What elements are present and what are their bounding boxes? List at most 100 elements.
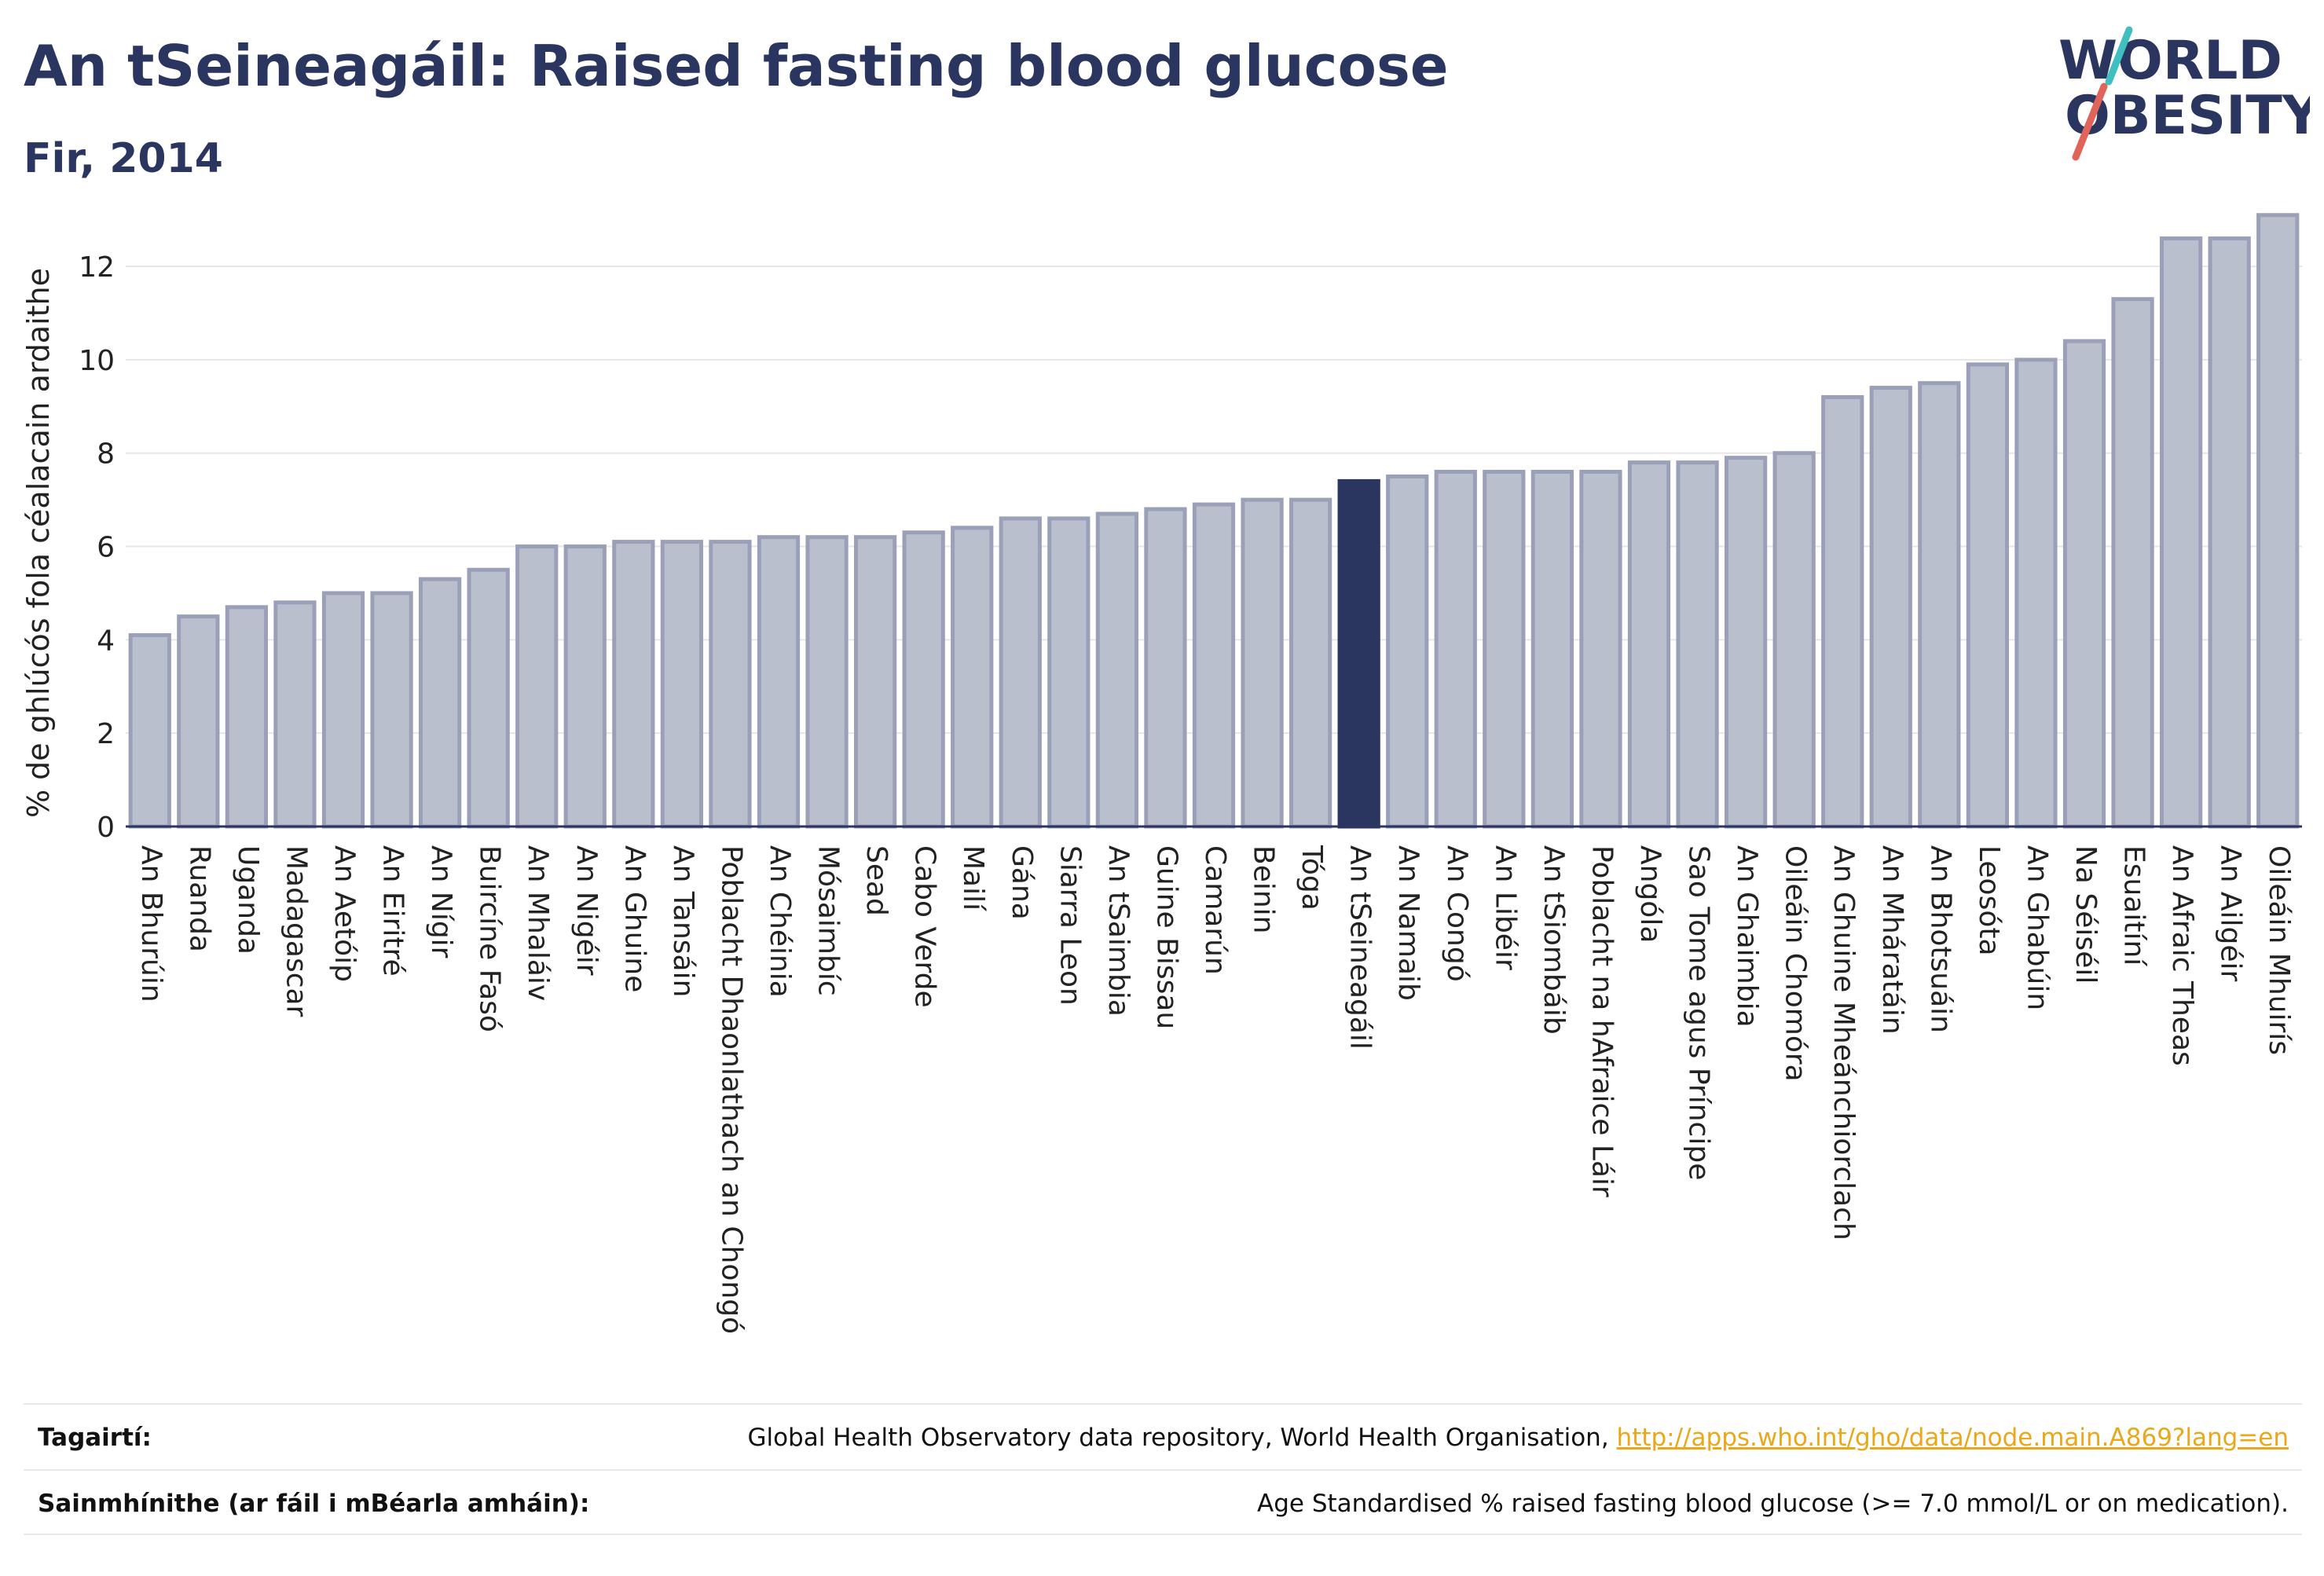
x-tick-label: Na Séiséil (2069, 845, 2102, 984)
bar (660, 540, 704, 829)
bar (902, 530, 945, 829)
bars (128, 213, 2300, 829)
y-tick-label: 8 (97, 438, 115, 471)
bar (1918, 381, 1961, 829)
x-tick-label: An tSaimbia (1102, 845, 1135, 1017)
x-tick-label: An tSeineagáil (1344, 845, 1376, 1050)
bar (1288, 497, 1332, 829)
x-tick-label: Gána (1006, 845, 1038, 920)
bar (1192, 502, 1236, 829)
y-tick-label: 10 (79, 345, 115, 377)
bar (1241, 497, 1284, 829)
y-axis-label: % de ghlúcós fola céalacain ardaithe (21, 268, 56, 818)
x-tick-label: An Bhurúin (135, 845, 167, 1002)
bar (757, 535, 801, 829)
bar (2111, 297, 2154, 829)
bar (2208, 236, 2251, 829)
bar (128, 632, 171, 829)
bar (273, 600, 317, 829)
bar (1483, 470, 1526, 829)
bar (418, 577, 462, 829)
x-tick-label: Sao Tome agus Príncipe (1683, 845, 1715, 1180)
x-tick-label: Oileáin Mhuirís (2263, 845, 2295, 1055)
x-tick-label: An Afraic Theas (2166, 845, 2198, 1066)
x-tick-label: Sead (860, 845, 893, 916)
bar (563, 544, 607, 829)
bar (951, 526, 994, 829)
x-tick-label: Cabo Verde (909, 845, 941, 1008)
bar (1144, 507, 1187, 829)
bar-chart: 0 2 4 6 8 10 12 An Bhurúin Ruanda Uganda Madagasc… (21, 213, 2302, 1334)
bar (2014, 357, 2058, 829)
x-tick-label: An Congó (1441, 845, 1473, 982)
footer-divider-bottom (24, 1534, 2302, 1535)
logo-line2: OBESITY (2065, 85, 2310, 147)
x-tick-label: An Namaib (1392, 845, 1424, 1001)
chart-title: An tSeineagáil: Raised fasting blood glu… (24, 33, 1449, 99)
references-text: Global Health Observatory data repositor… (747, 1424, 2289, 1452)
x-tick-label: An Mháratáin (1876, 845, 1908, 1035)
bar (225, 605, 269, 829)
x-tick-label: Poblacht Dhaonlathach an Chongó (715, 845, 747, 1334)
bar (1724, 456, 1768, 829)
bar (805, 535, 849, 829)
bar (1869, 386, 1912, 829)
x-tick-label: An Eiritré (377, 845, 409, 977)
bar (709, 540, 752, 829)
bar (1434, 470, 1477, 829)
x-tick-label: An Aetóip (328, 845, 361, 982)
definitions-text: Age Standardised % raised fasting blood … (1257, 1490, 2289, 1518)
x-tick-label: An Ghabúin (2021, 845, 2053, 1010)
x-tick-label: An Ghuine Mheánchiorclach (1827, 845, 1860, 1241)
bar (370, 591, 413, 829)
x-tick-label: An Ghuine (618, 845, 651, 992)
x-tick-label: Beinin (1248, 845, 1280, 933)
bar (1095, 511, 1139, 829)
references-label: Tagairtí: (38, 1424, 152, 1452)
x-tick-label: Siarra Leon (1054, 845, 1086, 1006)
bar (2256, 213, 2300, 829)
references-source: Global Health Observatory data repositor… (747, 1424, 1609, 1452)
bar (2159, 236, 2203, 829)
x-tick-label: Tóga (1296, 845, 1328, 911)
y-tick-label: 2 (97, 718, 115, 750)
bar (1579, 470, 1622, 829)
bar (467, 567, 510, 829)
y-tick-labels: 0 2 4 6 8 10 12 (79, 251, 115, 844)
bar (1772, 451, 1816, 829)
bar (177, 614, 220, 829)
x-tick-label: An Nígir (425, 845, 457, 958)
bar (515, 544, 559, 829)
bar (1386, 474, 1429, 829)
y-tick-label: 6 (97, 532, 115, 564)
x-tick-label: An Bhotsuáin (1924, 845, 1956, 1033)
x-tick-label: Mailí (957, 845, 989, 911)
bar (1530, 470, 1574, 829)
x-tick-labels: An Bhurúin Ruanda Uganda Madagascar An Aetói… (135, 845, 2295, 1334)
definitions-label: Sainmhínithe (ar fáil i mBéarla amháin): (38, 1490, 590, 1518)
x-tick-label: An tSiombáib (1538, 845, 1570, 1035)
x-tick-label: Angóla (1634, 845, 1666, 943)
x-tick-label: Madagascar (280, 845, 312, 1017)
x-tick-label: Guine Bissau (1150, 845, 1182, 1029)
bar (1627, 460, 1671, 829)
y-tick-label: 0 (97, 812, 115, 844)
bar (2062, 339, 2106, 829)
references-link[interactable]: http://apps.who.int/gho/data/node.main.A… (1616, 1424, 2289, 1452)
bar-highlighted (1337, 478, 1380, 829)
x-tick-label: Leosóta (1973, 845, 2005, 956)
bar (1966, 362, 2010, 829)
chart-subtitle: Fir, 2014 (24, 135, 223, 182)
x-tick-label: An Libéir (1489, 845, 1521, 970)
x-tick-label: An Chéinia (764, 845, 796, 998)
bar (321, 591, 365, 829)
bar (999, 516, 1042, 829)
x-tick-label: Camarún (1199, 845, 1231, 975)
x-tick-label: An Tansáin (667, 845, 699, 997)
x-tick-label: Ruanda (183, 845, 215, 952)
bar (1821, 394, 1864, 829)
x-tick-label: Mósaimbíc (812, 845, 845, 996)
x-tick-label: Uganda (232, 845, 264, 955)
x-tick-label: An Ailgéir (2215, 845, 2247, 982)
bar (853, 535, 897, 829)
